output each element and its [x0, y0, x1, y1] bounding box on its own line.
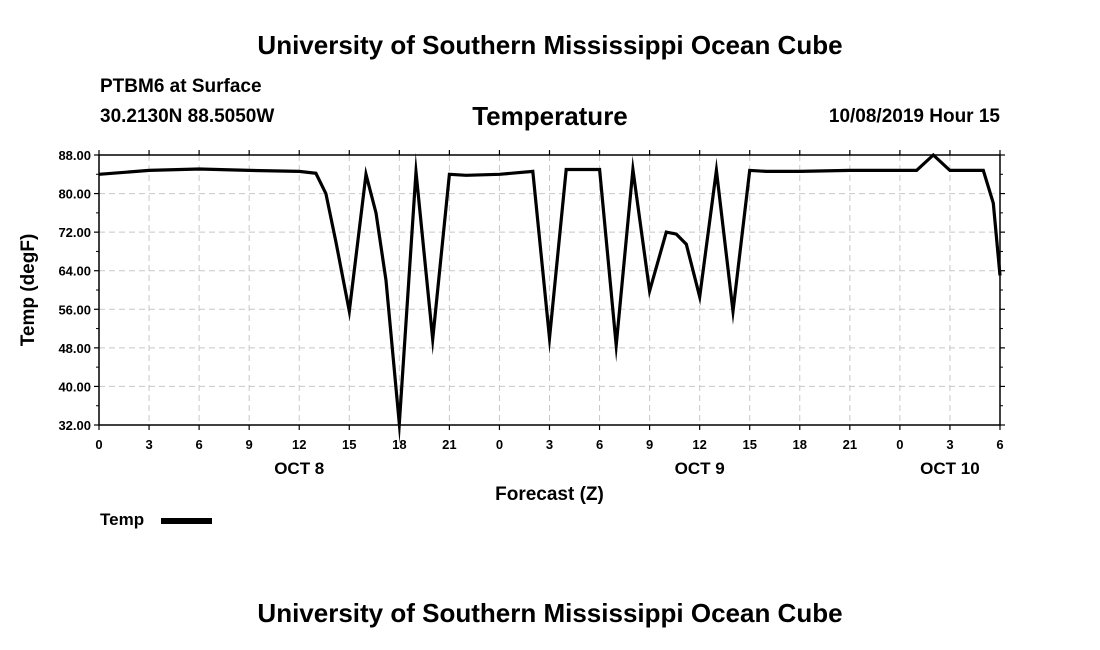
x-tick-label: 15 — [342, 437, 356, 452]
date-hour: 10/08/2019 Hour 15 — [828, 106, 1000, 127]
x-tick-label: 18 — [392, 437, 406, 452]
x-tick-label: 0 — [496, 437, 503, 452]
bottom-title: University of Southern Mississippi Ocean… — [257, 598, 843, 628]
y-tick-label: 32.00 — [58, 418, 91, 433]
y-tick-label: 56.00 — [58, 302, 91, 317]
x-tick-label: 21 — [442, 437, 456, 452]
y-tick-label: 72.00 — [58, 225, 91, 240]
x-tick-label: 0 — [95, 437, 102, 452]
x-tick-label: 3 — [145, 437, 152, 452]
x-tick-label: 18 — [793, 437, 807, 452]
x-axis-title: Forecast (Z) — [495, 484, 604, 505]
x-tick-label: 6 — [195, 437, 202, 452]
legend-line-swatch — [161, 518, 212, 524]
x-day-label: OCT 8 — [274, 459, 324, 478]
y-tick-label: 88.00 — [58, 148, 91, 163]
y-axis-title: Temp (degF) — [18, 234, 39, 347]
x-tick-label: 12 — [292, 437, 306, 452]
x-day-label: OCT 9 — [675, 459, 725, 478]
y-tick-label: 80.00 — [58, 187, 91, 202]
x-day-label: OCT 10 — [920, 459, 980, 478]
top-title: University of Southern Mississippi Ocean… — [257, 30, 843, 60]
x-tick-label: 9 — [646, 437, 653, 452]
x-tick-label: 12 — [692, 437, 706, 452]
x-tick-label: 3 — [546, 437, 553, 452]
x-tick-label: 21 — [843, 437, 857, 452]
station-coords: 30.2130N 88.5050W — [100, 106, 275, 127]
chart-title-text: Temperature — [472, 101, 628, 131]
temp-series-line — [98, 152, 1002, 444]
y-tick-label: 48.00 — [58, 341, 91, 356]
x-tick-label: 6 — [996, 437, 1003, 452]
y-tick-label: 64.00 — [58, 264, 91, 279]
x-tick-label: 3 — [946, 437, 953, 452]
station-name: PTBM6 at Surface — [100, 76, 262, 97]
chart-title: Temperature — [0, 101, 1100, 132]
x-tick-label: 9 — [246, 437, 253, 452]
y-tick-label: 40.00 — [58, 379, 91, 394]
x-tick-label: 0 — [896, 437, 903, 452]
legend-label: Temp — [100, 510, 145, 529]
x-tick-label: 15 — [742, 437, 756, 452]
x-tick-label: 6 — [596, 437, 603, 452]
